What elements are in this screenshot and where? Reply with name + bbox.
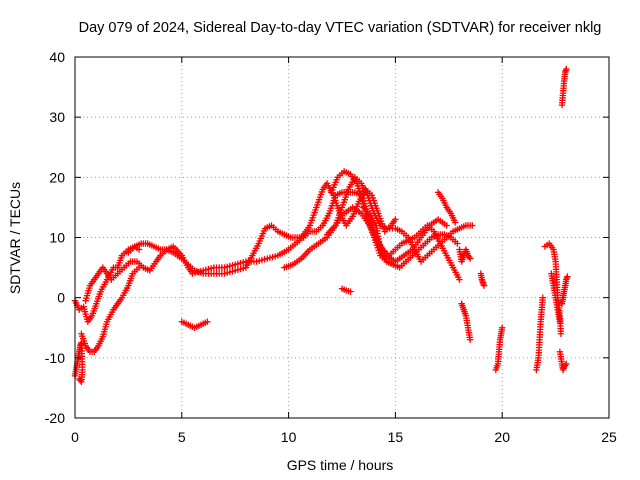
series-track-19 (558, 65, 570, 109)
x-tick-label: 5 (178, 429, 186, 445)
series-track-7 (328, 168, 463, 283)
series-track-8 (360, 204, 461, 271)
grid-lines (75, 57, 609, 418)
x-tick-label: 0 (71, 429, 79, 445)
x-tick-label: 25 (601, 429, 617, 445)
series-track-21 (178, 318, 211, 331)
series-track-16 (548, 270, 564, 325)
data-point (392, 216, 399, 223)
chart-title: Day 079 of 2024, Sidereal Day-to-day VTE… (79, 20, 602, 36)
data-point (539, 294, 546, 301)
data-point (557, 330, 565, 337)
data-point (556, 318, 564, 325)
data-point (77, 377, 84, 384)
data-point (469, 222, 476, 229)
series-track-10 (456, 246, 474, 265)
y-tick-label: 10 (49, 230, 65, 246)
data-point (347, 288, 354, 295)
data-point (456, 276, 463, 283)
data-point (466, 255, 474, 262)
data-point (452, 219, 459, 226)
series-track-11 (458, 300, 474, 343)
series-track-13 (492, 324, 506, 374)
y-tick-label: 20 (49, 169, 65, 185)
x-tick-labels: 0 5 10 15 20 25 (71, 429, 617, 445)
series-track-9 (434, 189, 459, 226)
series-track-18 (558, 273, 571, 307)
data-point (563, 65, 570, 73)
y-tick-labels: -20 -10 0 10 20 30 40 (45, 49, 65, 426)
data-point (480, 282, 488, 289)
series-track-12 (477, 270, 488, 289)
series-track-1 (71, 243, 143, 325)
data-point (499, 324, 506, 331)
series-track-17 (556, 348, 570, 374)
y-tick-label: -20 (45, 410, 65, 426)
tick-marks (74, 56, 610, 419)
y-axis-label: SDTVAR / TECUs (7, 182, 23, 294)
data-point (443, 222, 450, 229)
data-point (564, 273, 571, 280)
series-track-4 (125, 189, 397, 277)
y-tick-label: 0 (57, 290, 65, 306)
data-point (454, 240, 461, 247)
y-tick-label: 40 (49, 49, 65, 65)
x-tick-label: 10 (281, 429, 297, 445)
y-tick-label: -10 (45, 350, 65, 366)
x-axis-label: GPS time / hours (287, 457, 394, 473)
series-track-22 (338, 285, 354, 295)
y-tick-label: 30 (49, 109, 65, 125)
data-point (466, 336, 474, 343)
data-point (204, 318, 211, 325)
series-track-20 (71, 339, 86, 386)
data-point (563, 360, 570, 368)
data-point (76, 375, 83, 383)
x-tick-label: 15 (388, 429, 404, 445)
x-tick-label: 20 (494, 429, 510, 445)
data-points (71, 65, 571, 386)
series-track-14 (533, 294, 546, 374)
